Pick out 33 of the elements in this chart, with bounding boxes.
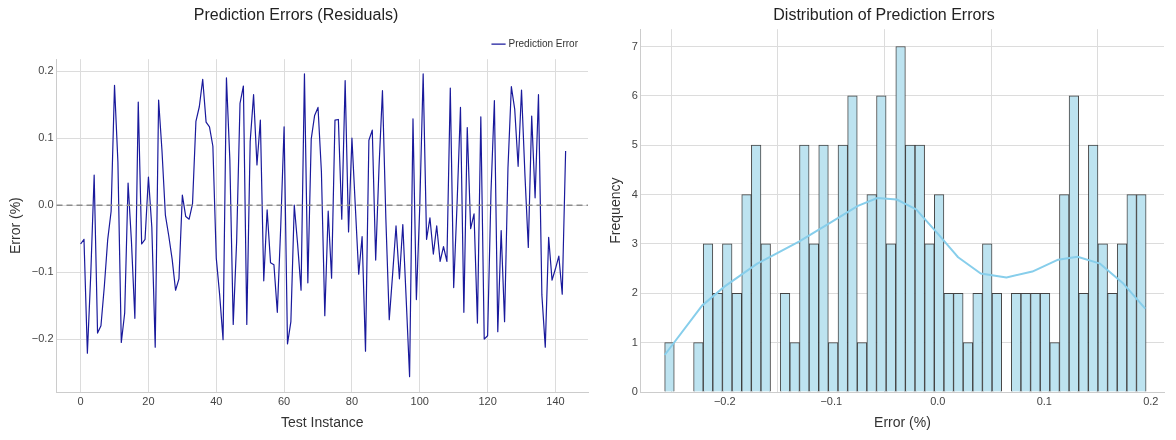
legend-label: Prediction Error bbox=[508, 37, 579, 49]
x-tick-label: 0 bbox=[77, 394, 84, 407]
y-tick-label: 7 bbox=[631, 39, 638, 52]
x-tick-label: 60 bbox=[277, 394, 291, 407]
x-tick-label: 20 bbox=[142, 394, 155, 407]
x-tick-label: 100 bbox=[410, 394, 429, 407]
y-tick-label: 3 bbox=[631, 236, 638, 249]
y-tick-label: 0.0 bbox=[38, 198, 54, 211]
y-tick-label: 0.2 bbox=[38, 64, 54, 77]
y-axis-title: Error (%) bbox=[7, 197, 24, 254]
x-tick-label: 120 bbox=[478, 394, 497, 407]
x-tick-label: 0.0 bbox=[930, 394, 946, 407]
chart-title: Prediction Errors (Residuals) bbox=[193, 6, 399, 24]
y-tick-label: −0.2 bbox=[31, 332, 54, 345]
y-axis-title: Frequency bbox=[607, 177, 624, 244]
y-tick-label: 5 bbox=[631, 138, 638, 151]
x-tick-label: 40 bbox=[210, 394, 223, 407]
x-axis-title: Error (%) bbox=[874, 414, 931, 431]
y-tick-label: 0.1 bbox=[38, 131, 54, 144]
x-axis-title: Test Instance bbox=[281, 414, 364, 431]
y-tick-label: 0 bbox=[631, 385, 638, 398]
x-tick-label: 0.2 bbox=[1143, 394, 1159, 407]
y-tick-label: −0.1 bbox=[31, 265, 54, 278]
y-tick-label: 6 bbox=[631, 88, 638, 101]
x-tick-label: 140 bbox=[546, 394, 565, 407]
x-tick-label: 80 bbox=[345, 394, 359, 407]
y-tick-label: 2 bbox=[631, 286, 638, 299]
x-tick-label: 0.1 bbox=[1036, 394, 1052, 407]
y-tick-label: 1 bbox=[631, 335, 638, 348]
chart-title: Distribution of Prediction Errors bbox=[773, 6, 995, 24]
x-tick-label: −0.2 bbox=[713, 394, 736, 407]
x-tick-label: −0.1 bbox=[820, 394, 843, 407]
y-tick-label: 4 bbox=[631, 187, 638, 200]
